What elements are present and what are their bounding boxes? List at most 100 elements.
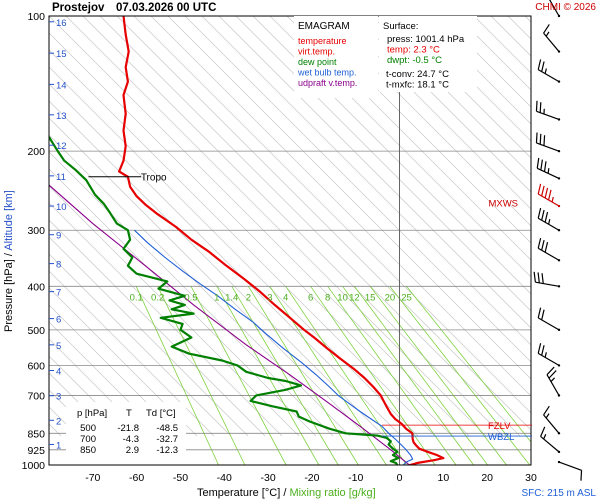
wind-barb-base	[557, 285, 561, 288]
wind-barb	[537, 183, 561, 208]
level-table-cell: -21.8	[117, 423, 139, 434]
temperature-line	[118, 16, 445, 465]
dry-adiabat-line	[99, 16, 521, 437]
mixing-ratio-label: 0.5	[184, 292, 197, 303]
surface-elevation: SFC: 215 m ASL	[522, 488, 597, 499]
wind-barb-flag	[537, 207, 542, 219]
mxws-label: MXWS	[488, 198, 518, 209]
wind-barb-flag	[543, 405, 550, 416]
mixing-ratio-line	[231, 286, 339, 465]
wind-barb-flag	[541, 209, 545, 221]
surface-background	[379, 16, 477, 92]
wind-barb-half-flag	[551, 196, 554, 203]
pressure-tick-label: 400	[27, 281, 45, 293]
dry-adiabat-line	[49, 338, 147, 437]
dry-adiabat-line	[456, 16, 531, 91]
dry-adiabat-line	[49, 49, 436, 437]
wind-barb-flag	[540, 159, 543, 171]
wind-barb	[537, 237, 561, 262]
dry-adiabat-line	[49, 202, 283, 437]
mixing-ratio-line	[135, 286, 219, 465]
dry-adiabat-line	[49, 287, 198, 437]
temperature-tick-label: -60	[129, 472, 144, 484]
mixing-ratio-label: 0.2	[151, 292, 164, 303]
altitude-label: 7	[56, 288, 61, 299]
wind-barb	[549, 0, 561, 18]
wind-barb-base	[557, 450, 561, 454]
altitude-label: 13	[56, 111, 67, 122]
wind-barb-flag	[544, 241, 549, 253]
wind-barb-half-flag	[550, 377, 556, 383]
wind-barb-base	[557, 80, 561, 83]
credit-text: CHMI © 2026	[535, 2, 596, 13]
altitude-label: 9	[56, 231, 61, 242]
wind-barb-half-flag	[545, 413, 550, 419]
altitude-label: 4	[56, 367, 61, 378]
dry-adiabat-line	[49, 355, 130, 437]
wind-barb	[535, 132, 561, 153]
wind-barb	[535, 100, 561, 121]
pressure-tick-label: 925	[27, 445, 45, 457]
wind-barb	[533, 271, 561, 288]
mixing-ratio-label: 15	[365, 292, 376, 303]
wind-barb-flag	[536, 157, 540, 169]
mixing-ratio-line	[406, 286, 531, 443]
wind-barb-flag	[541, 273, 544, 284]
wind-barb	[540, 426, 561, 454]
dry-adiabat-line	[49, 16, 470, 437]
temperature-tick-label: -70	[85, 472, 100, 484]
pressure-tick-label: 100	[27, 11, 45, 23]
wind-barb-flag	[543, 24, 550, 34]
wind-barb-flag	[544, 211, 549, 223]
dry-adiabat-line	[49, 253, 232, 437]
dewpoint-line	[49, 136, 400, 465]
wind-barb-base	[557, 50, 561, 53]
wind-barb-flag	[537, 183, 542, 195]
mixing-ratio-lines	[135, 286, 531, 465]
y-axis-pressure-label: Pressure [hPa]	[3, 259, 15, 332]
mixing-ratio-label: 10	[337, 292, 348, 303]
wind-barb	[557, 460, 583, 481]
mixing-ratio-line	[369, 286, 507, 465]
dry-adiabat-line	[184, 16, 531, 363]
temperature-tick-label: -50	[173, 472, 188, 484]
altitude-label: 6	[56, 315, 61, 326]
wind-barb-flag	[541, 345, 545, 356]
altitude-label: 14	[56, 80, 67, 91]
wind-barb-base	[557, 204, 561, 208]
wind-barb-base	[557, 229, 561, 232]
temperature-tick-label: -30	[260, 472, 275, 484]
wind-barb-flag	[541, 239, 545, 251]
wetbulb-line	[134, 229, 414, 465]
wind-barb	[543, 24, 561, 53]
surface-title: Surface:	[383, 21, 418, 32]
pressure-tick-label: 1000	[22, 460, 46, 472]
mixing-ratio-line	[190, 286, 287, 465]
wind-barb-flag	[535, 132, 538, 143]
wind-barb-base	[557, 14, 561, 18]
wind-barb-base	[557, 328, 561, 332]
wind-barb-half-flag	[548, 219, 551, 225]
wind-barb-flag	[544, 187, 549, 199]
surface-line: temp: 2.3 °C	[387, 45, 440, 56]
mixing-ratio-label: 8	[325, 292, 330, 303]
parcel-line	[49, 184, 410, 465]
altitude-label: 11	[56, 172, 66, 183]
wind-barb-base	[557, 364, 561, 367]
legend-item: virt.temp.	[298, 47, 335, 57]
level-table-cell: 850	[80, 445, 96, 456]
mixing-ratio-label: 25	[401, 292, 412, 303]
wind-barb-flag	[541, 185, 545, 197]
wind-barb-flag	[537, 272, 540, 283]
dry-adiabat-line	[49, 270, 215, 437]
dry-adiabat-line	[49, 134, 351, 437]
mixing-ratio-line	[327, 286, 457, 465]
station-name: Prostejov	[52, 2, 105, 14]
wind-barb	[537, 207, 561, 232]
temperature-tick-label: -10	[348, 472, 363, 484]
dry-adiabat-line	[49, 236, 249, 437]
level-table-cell: 500	[80, 423, 96, 434]
